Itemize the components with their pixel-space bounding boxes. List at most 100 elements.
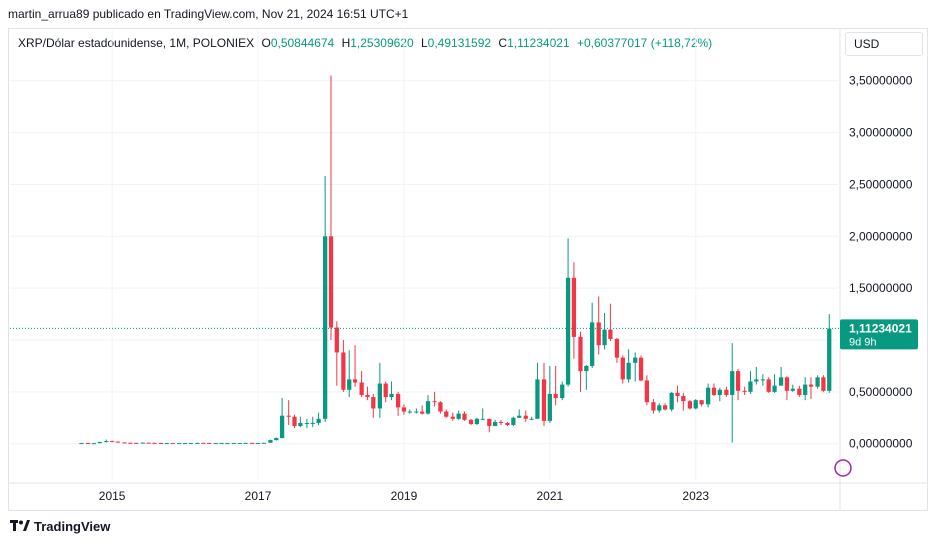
candle-down [432, 401, 437, 403]
candle-down [462, 413, 467, 420]
candle-down [724, 389, 729, 395]
candle-up [730, 371, 735, 395]
chart-frame [8, 28, 928, 511]
candle-up [164, 443, 169, 445]
candle-down [553, 393, 558, 399]
footer-brand-text: TradingView [34, 519, 111, 534]
attribution-header: martin_arrua89 publicado en TradingView.… [8, 7, 409, 21]
y-tick-label: 2,00000000 [849, 229, 913, 243]
last-price-text: 1,11234021 [849, 321, 912, 335]
candle-up [298, 422, 303, 427]
x-tick-label: 2019 [391, 489, 418, 503]
candle-up [323, 236, 328, 419]
candle-up [219, 443, 224, 445]
candle-down [699, 400, 704, 405]
y-tick-label: 1,50000000 [849, 281, 913, 295]
candle-down [444, 411, 449, 417]
candle-down [152, 442, 157, 444]
candle-down [797, 388, 802, 395]
candle-up [255, 442, 261, 444]
candle-up [590, 322, 595, 366]
candle-up [754, 379, 759, 382]
candle-up [91, 443, 97, 445]
y-tick-label: 0,00000000 [849, 437, 913, 451]
candle-up [547, 393, 552, 421]
candle-down [383, 383, 388, 398]
candle-down [638, 357, 644, 381]
price-axis: 0,000000000,500000001,000000001,50000000… [849, 74, 913, 451]
candle-down [352, 379, 358, 383]
candle-up [188, 443, 194, 445]
candle-up [693, 400, 698, 409]
candle-down [505, 422, 510, 426]
candle-up [474, 418, 480, 424]
candle-up [778, 377, 784, 386]
candle-up [140, 442, 145, 444]
symbol-name[interactable]: XRP/Dólar estadounidense, 1M, POLONIEX [18, 36, 255, 50]
candle-up [237, 443, 242, 445]
low-value: 0,49131592 [427, 36, 492, 50]
candle-down [122, 442, 127, 444]
candle-up [772, 385, 777, 392]
candle-up [389, 393, 394, 398]
candle-down [742, 390, 747, 392]
y-tick-label: 0,50000000 [849, 385, 913, 399]
open-value: 0,50844674 [270, 36, 335, 50]
event-marker-icon[interactable] [834, 459, 852, 477]
candle-down [821, 377, 826, 391]
candle-down [578, 336, 583, 372]
candle-down [158, 442, 164, 444]
candle-up [243, 442, 248, 444]
grid-lines [9, 29, 927, 510]
candle-down [644, 380, 649, 403]
candle-down [420, 411, 425, 414]
candle-up [565, 277, 571, 385]
candle-down [571, 277, 577, 337]
candle-up [195, 442, 200, 444]
high-label: H [341, 36, 351, 50]
candle-down [170, 443, 175, 445]
candle-up [407, 411, 412, 413]
candle-down [128, 442, 133, 444]
candle-down [541, 379, 547, 421]
candle-up [274, 438, 279, 441]
candle-up [304, 422, 310, 424]
candle-up [657, 405, 662, 411]
candle-down [651, 402, 656, 411]
candle-up [511, 417, 516, 426]
candle-down [468, 419, 474, 424]
currency-selector[interactable]: USD [845, 32, 923, 56]
candle-up [310, 422, 315, 424]
close-label: C [498, 36, 508, 50]
y-tick-label: 2,50000000 [849, 177, 913, 191]
candle-down [614, 338, 620, 358]
candle-up [633, 357, 638, 363]
candle-up [748, 381, 753, 392]
candle-up [225, 443, 230, 445]
candle-down [334, 327, 339, 353]
candle-down [687, 401, 693, 409]
candle-down [286, 415, 291, 417]
time-axis: 2015 2017 2019 2021 2023 [99, 489, 710, 503]
tradingview-logo-icon [10, 520, 30, 531]
candle-up [815, 377, 820, 387]
candle-up [790, 388, 795, 391]
candle-up [456, 413, 461, 419]
x-tick-label: 2017 [245, 489, 272, 503]
candle-up [529, 418, 534, 420]
candle-down [784, 377, 790, 391]
open-label: O [261, 36, 271, 50]
candle-down [371, 397, 376, 409]
candle-down [681, 396, 686, 402]
candle-up [535, 379, 540, 419]
candle-down [85, 443, 91, 445]
candle-down [395, 393, 401, 408]
candle-up [104, 441, 109, 443]
candle-up [669, 392, 674, 410]
candle-down [487, 418, 492, 427]
candle-up [493, 421, 498, 427]
change-value: +0,60377017 (+118,72%) [576, 36, 713, 50]
candle-up [268, 440, 273, 443]
